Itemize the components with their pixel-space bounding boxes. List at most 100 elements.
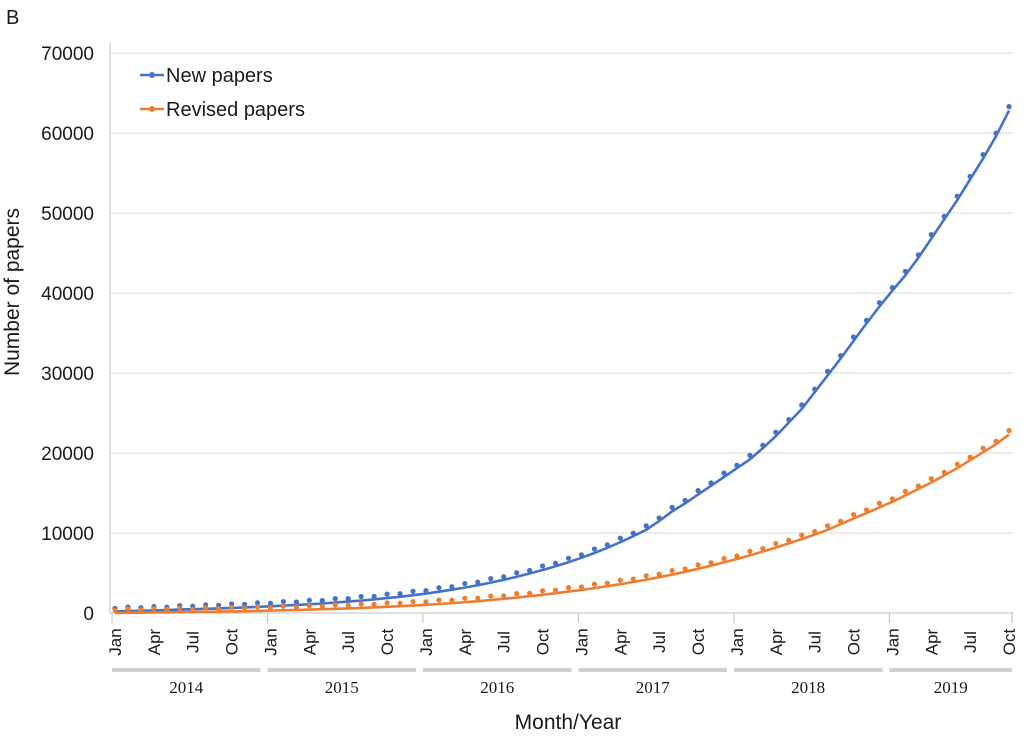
data-point-new-papers: [565, 555, 572, 561]
y-tick-label: 40000: [41, 284, 94, 305]
data-point-revised-papers: [760, 545, 766, 552]
data-point-revised-papers: [734, 553, 740, 559]
data-point-revised-papers: [617, 577, 623, 583]
data-point-new-papers: [280, 599, 287, 605]
data-point-revised-papers: [319, 603, 325, 609]
data-point-new-papers: [980, 152, 986, 158]
x-month-label: Oct: [845, 629, 864, 656]
data-point-new-papers: [462, 580, 468, 587]
data-point-new-papers: [384, 591, 390, 597]
data-point-revised-papers: [643, 573, 649, 579]
x-month-label: Jul: [961, 631, 980, 653]
data-point-revised-papers: [462, 595, 468, 601]
data-point-revised-papers: [190, 606, 196, 612]
x-month-label: Apr: [300, 628, 319, 655]
data-point-new-papers: [708, 480, 714, 486]
data-point-new-papers: [799, 402, 805, 408]
legend: New papers Revised papers: [140, 65, 305, 121]
x-month-label: Jul: [650, 631, 669, 653]
x-month-label: Oct: [1000, 629, 1019, 656]
x-month-label: Jan: [261, 628, 280, 655]
data-point-new-papers: [488, 576, 494, 582]
x-month-label: Jul: [184, 631, 203, 653]
data-point-new-papers: [876, 300, 883, 306]
data-point-new-papers: [410, 588, 416, 594]
data-point-revised-papers: [876, 500, 883, 506]
data-point-new-papers: [812, 386, 818, 392]
data-point-new-papers: [617, 535, 623, 541]
data-point-revised-papers: [241, 605, 248, 611]
legend-marker-revised-papers: [149, 106, 155, 112]
data-point-revised-papers: [552, 587, 559, 593]
data-point-revised-papers: [410, 598, 416, 605]
data-point-new-papers: [267, 600, 274, 606]
data-point-new-papers: [397, 591, 403, 597]
data-point-revised-papers: [371, 601, 377, 608]
data-point-new-papers: [578, 552, 585, 558]
data-point-new-papers: [539, 563, 546, 569]
data-point-new-papers: [475, 579, 481, 585]
data-point-revised-papers: [267, 605, 274, 611]
data-point-revised-papers: [915, 483, 921, 489]
x-year-label: 2014: [169, 678, 204, 697]
x-axis: Jan Apr Jul Oct Jan Apr Jul Oct Jan Apr Jul Oct Jan A…: [106, 613, 1019, 697]
x-year-label: 2017: [636, 678, 671, 697]
y-tick-labels: 0 10000 20000 30000 40000 50000 60000 70000: [41, 44, 94, 625]
data-point-new-papers: [669, 504, 675, 510]
x-month-label: Jul: [806, 631, 825, 653]
data-point-revised-papers: [993, 438, 999, 444]
data-point-revised-papers: [514, 590, 520, 597]
x-month-label: Oct: [689, 629, 708, 656]
data-point-new-papers: [423, 587, 429, 594]
data-point-new-papers: [319, 597, 325, 604]
x-month-label: Jan: [106, 628, 125, 655]
data-point-new-papers: [889, 285, 895, 291]
x-month-label: Apr: [922, 628, 941, 655]
data-point-new-papers: [786, 417, 792, 423]
data-point-revised-papers: [125, 606, 131, 612]
data-point-revised-papers: [345, 602, 351, 608]
legend-label-new-papers: New papers: [166, 65, 273, 87]
data-point-revised-papers: [954, 461, 960, 467]
y-tick-label: 10000: [41, 524, 94, 545]
data-point-new-papers: [501, 574, 507, 580]
data-point-new-papers: [695, 488, 701, 494]
data-point-new-papers: [591, 546, 597, 552]
data-point-new-papers: [514, 570, 520, 576]
x-month-label: Jan: [728, 628, 747, 655]
data-point-revised-papers: [332, 602, 338, 608]
x-year-label: 2018: [791, 678, 825, 697]
series-layer: [112, 104, 1012, 615]
data-point-revised-papers: [436, 597, 442, 603]
data-point-revised-papers: [539, 588, 546, 594]
data-point-new-papers: [747, 452, 753, 458]
data-point-revised-papers: [164, 606, 170, 612]
data-point-revised-papers: [747, 548, 753, 555]
data-point-new-papers: [825, 368, 831, 374]
data-point-revised-papers: [863, 507, 870, 513]
data-point-new-papers: [604, 542, 610, 548]
data-point-new-papers: [345, 596, 351, 602]
data-point-revised-papers: [682, 566, 688, 572]
data-point-revised-papers: [825, 523, 831, 529]
data-point-new-papers: [721, 470, 727, 476]
data-point-revised-papers: [799, 532, 805, 538]
data-point-revised-papers: [812, 529, 818, 535]
data-point-new-papers: [773, 429, 779, 435]
data-point-revised-papers: [837, 518, 844, 524]
data-point-revised-papers: [902, 488, 908, 494]
data-point-revised-papers: [721, 555, 727, 562]
data-point-revised-papers: [786, 537, 792, 544]
data-point-new-papers: [928, 232, 934, 238]
data-point-new-papers: [954, 193, 960, 199]
data-point-new-papers: [527, 567, 533, 574]
data-point-new-papers: [630, 530, 636, 536]
data-point-revised-papers: [138, 607, 144, 613]
x-month-label: Jul: [339, 631, 358, 653]
x-month-label: Jan: [417, 628, 436, 655]
data-point-revised-papers: [604, 580, 610, 586]
data-point-new-papers: [837, 353, 844, 359]
data-point-new-papers: [306, 597, 312, 603]
data-point-new-papers: [1006, 104, 1012, 110]
